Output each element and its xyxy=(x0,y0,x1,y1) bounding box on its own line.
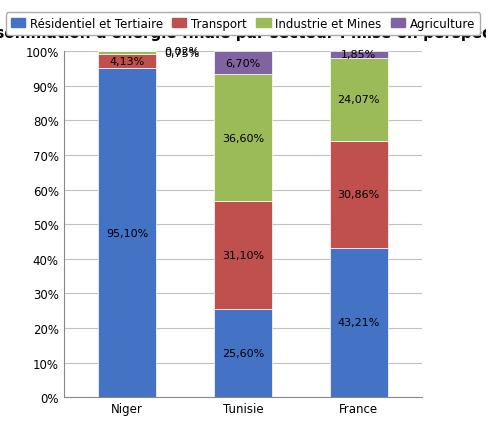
Text: 6,70%: 6,70% xyxy=(226,58,260,69)
Bar xyxy=(330,52,388,58)
Bar xyxy=(214,202,272,309)
Text: 43,21%: 43,21% xyxy=(338,318,380,328)
Bar xyxy=(98,55,156,69)
Bar xyxy=(214,309,272,397)
Text: 95,10%: 95,10% xyxy=(106,228,148,238)
Bar xyxy=(330,141,388,248)
Text: 4,13%: 4,13% xyxy=(110,57,145,67)
Bar xyxy=(214,52,272,75)
Bar xyxy=(214,75,272,202)
Text: 0,75%: 0,75% xyxy=(164,49,200,58)
Legend: Résidentiel et Tertiaire, Transport, Industrie et Mines, Agriculture: Résidentiel et Tertiaire, Transport, Ind… xyxy=(6,13,480,36)
Bar xyxy=(330,248,388,397)
Text: 31,10%: 31,10% xyxy=(222,250,264,260)
Text: 0,02%: 0,02% xyxy=(164,47,200,57)
Text: 30,86%: 30,86% xyxy=(338,190,380,200)
Bar xyxy=(98,52,156,55)
Bar xyxy=(330,58,388,141)
Title: Consommation d'énergie finale par secteur : mise en perspective: Consommation d'énergie finale par secteu… xyxy=(0,25,486,41)
Text: 24,07%: 24,07% xyxy=(337,95,380,105)
Text: 25,60%: 25,60% xyxy=(222,348,264,358)
Text: 36,60%: 36,60% xyxy=(222,133,264,143)
Bar xyxy=(98,69,156,397)
Text: 1,85%: 1,85% xyxy=(341,50,376,60)
